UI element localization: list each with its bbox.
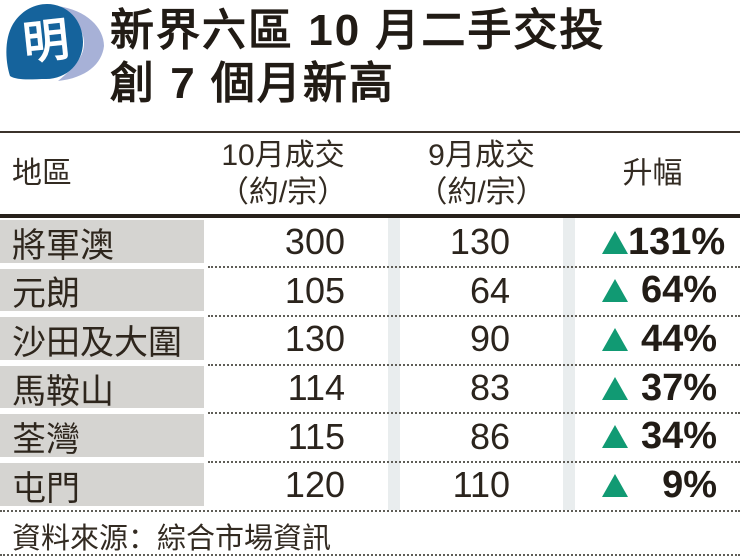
cell-gap bbox=[388, 364, 400, 413]
cell-gap bbox=[563, 315, 575, 364]
header-gap-2 bbox=[563, 133, 575, 214]
graphic-bottom-divider bbox=[0, 554, 740, 556]
change-value: 64% bbox=[640, 269, 717, 312]
up-triangle-icon bbox=[602, 279, 628, 303]
district-name: 馬鞍山 bbox=[12, 372, 114, 411]
change-value: 9% bbox=[662, 463, 717, 506]
header-gap-1 bbox=[388, 133, 400, 214]
district-name: 屯門 bbox=[12, 469, 80, 508]
change-cell: 44% bbox=[575, 318, 740, 361]
change-cell: 37% bbox=[575, 367, 740, 410]
header-district-label: 地區 bbox=[12, 157, 72, 190]
table-top-rule bbox=[0, 131, 740, 133]
district-cell-bg bbox=[0, 462, 204, 506]
logo-bubble-shape bbox=[6, 4, 84, 80]
district-name: 元朗 bbox=[12, 275, 80, 314]
september-count-cell: 83 bbox=[469, 367, 510, 409]
up-triangle-icon bbox=[602, 473, 628, 497]
cell-gap bbox=[388, 412, 400, 461]
district-cell: 馬鞍山 bbox=[0, 364, 204, 413]
october-count-cell: 130 bbox=[284, 318, 345, 360]
district-cell: 荃灣 bbox=[0, 412, 204, 461]
district-cell-bg bbox=[0, 268, 204, 312]
district-name: 沙田及大圍 bbox=[12, 323, 182, 362]
district-cell-bg bbox=[0, 365, 204, 409]
up-triangle-icon bbox=[602, 425, 628, 449]
district-cell-bg bbox=[0, 317, 204, 360]
header-october-line2: （約/宗） bbox=[218, 175, 348, 209]
cell-gap bbox=[563, 218, 575, 267]
district-name: 荃灣 bbox=[12, 421, 80, 460]
table-row: 將軍澳 300 130 131% bbox=[0, 218, 740, 267]
header-september-line2: （約/宗） bbox=[417, 175, 546, 209]
header-district: 地區 bbox=[0, 133, 204, 214]
cell-gap bbox=[563, 461, 575, 510]
district-name: 將軍澳 bbox=[12, 226, 114, 265]
table-row: 荃灣 115 86 34% bbox=[0, 412, 740, 461]
cell-gap bbox=[563, 267, 575, 316]
up-triangle-icon bbox=[602, 327, 628, 351]
district-cell-bg bbox=[0, 220, 204, 263]
table-body: 將軍澳 300 130 131% 元朗 105 64 64% bbox=[0, 218, 740, 510]
header-bottom-rule bbox=[0, 214, 740, 218]
row-divider bbox=[208, 364, 740, 366]
district-cell: 屯門 bbox=[0, 461, 204, 510]
change-value: 44% bbox=[640, 317, 717, 360]
logo-glyph: 明 bbox=[20, 14, 71, 70]
cell-gap bbox=[388, 461, 400, 510]
october-count-cell: 300 bbox=[284, 221, 345, 263]
row-divider bbox=[208, 461, 740, 463]
table-row: 元朗 105 64 64% bbox=[0, 267, 740, 316]
district-cell: 元朗 bbox=[0, 267, 204, 316]
september-count-cell: 90 bbox=[469, 318, 510, 360]
october-count-cell: 120 bbox=[284, 464, 345, 506]
header-change-label: 升幅 bbox=[622, 157, 683, 190]
header-october: 10月成交 （約/宗） bbox=[204, 133, 388, 214]
row-divider bbox=[208, 412, 740, 414]
change-value: 131% bbox=[628, 220, 726, 263]
table-bottom-divider bbox=[0, 510, 740, 512]
change-cell: 34% bbox=[575, 415, 740, 458]
source-note: 資料來源：綜合市場資訊 bbox=[12, 523, 332, 555]
september-count-cell: 64 bbox=[469, 269, 510, 311]
header-september: 9月成交 （約/宗） bbox=[400, 133, 563, 214]
change-value: 37% bbox=[640, 366, 717, 409]
change-cell: 9% bbox=[575, 464, 740, 507]
header-october-line1: 10月成交 bbox=[221, 138, 345, 172]
october-count-cell: 114 bbox=[287, 367, 345, 409]
header-change: 升幅 bbox=[575, 133, 740, 214]
change-cell: 64% bbox=[575, 269, 740, 312]
headline-line1: 新界六區 10 月二手交投 bbox=[110, 6, 606, 55]
cell-gap bbox=[388, 315, 400, 364]
mingpao-logo: 明 bbox=[6, 4, 104, 81]
october-count-cell: 115 bbox=[287, 415, 345, 457]
headline-line2: 創 7 個月新高 bbox=[110, 59, 395, 108]
change-value: 34% bbox=[640, 415, 717, 458]
table-row: 馬鞍山 114 83 37% bbox=[0, 364, 740, 413]
change-cell: 131% bbox=[575, 221, 740, 264]
logo-swoosh-shape bbox=[57, 6, 104, 81]
september-count-cell: 130 bbox=[449, 221, 510, 263]
cell-gap bbox=[563, 412, 575, 461]
cell-gap bbox=[388, 267, 400, 316]
up-triangle-icon bbox=[602, 230, 628, 254]
cell-gap bbox=[388, 218, 400, 267]
table-header-row: 地區 10月成交 （約/宗） 9月成交 （約/宗） 升幅 bbox=[0, 133, 740, 214]
cell-gap bbox=[563, 364, 575, 413]
district-cell: 沙田及大圍 bbox=[0, 315, 204, 364]
row-divider bbox=[208, 266, 740, 268]
row-divider bbox=[208, 315, 740, 317]
table-row: 屯門 120 110 9% bbox=[0, 461, 740, 510]
october-count-cell: 105 bbox=[284, 269, 345, 311]
september-count-cell: 110 bbox=[452, 464, 510, 506]
headline: 新界六區 10 月二手交投 創 7 個月新高 bbox=[110, 4, 740, 110]
table-row: 沙田及大圍 130 90 44% bbox=[0, 315, 740, 364]
up-triangle-icon bbox=[602, 376, 628, 400]
september-count-cell: 86 bbox=[469, 415, 510, 457]
district-cell: 將軍澳 bbox=[0, 218, 204, 267]
district-cell-bg bbox=[0, 414, 204, 457]
header-september-line1: 9月成交 bbox=[428, 138, 535, 172]
